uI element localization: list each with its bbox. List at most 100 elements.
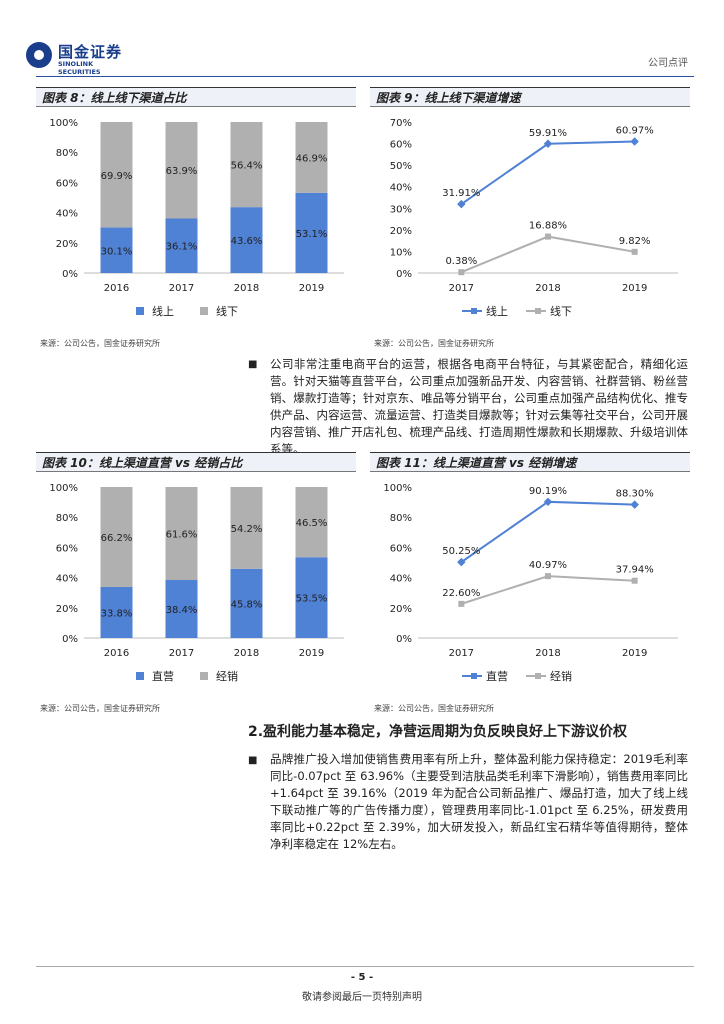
y-tick-label: 100% bbox=[383, 483, 412, 494]
data-label: 43.6% bbox=[231, 236, 263, 247]
x-tick-label: 2017 bbox=[449, 648, 474, 659]
data-label: 63.9% bbox=[166, 166, 198, 177]
data-label: 46.5% bbox=[296, 518, 328, 529]
data-label: 40.97% bbox=[529, 560, 567, 571]
y-tick-label: 60% bbox=[390, 140, 412, 151]
data-label: 66.2% bbox=[101, 533, 133, 544]
legend-label: 线下 bbox=[550, 304, 572, 318]
bar-线上-2016 bbox=[100, 227, 133, 273]
y-tick-label: 40% bbox=[56, 574, 78, 585]
legend-marker bbox=[471, 673, 477, 679]
data-label: 59.91% bbox=[529, 128, 567, 139]
series-line-线上 bbox=[460, 140, 635, 205]
data-label: 50.25% bbox=[442, 546, 480, 557]
paragraph-ecommerce: 公司非常注重电商平台的运营，根据各电商平台特征，与其紧密配合，精细化运营。针对天… bbox=[270, 357, 688, 456]
legend-swatch bbox=[136, 307, 144, 315]
bar-经销-2016 bbox=[100, 487, 133, 587]
data-label: 36.1% bbox=[166, 242, 198, 253]
data-label: 22.60% bbox=[442, 588, 480, 599]
bar-线下-2018 bbox=[230, 122, 263, 208]
figure-10-title: 图表 10：线上渠道直营 vs 经销占比 bbox=[36, 452, 356, 472]
data-point bbox=[630, 137, 639, 146]
figure-11-source: 来源：公司公告，国金证券研究所 bbox=[374, 704, 494, 713]
y-tick-label: 80% bbox=[56, 513, 78, 524]
y-tick-label: 0% bbox=[62, 269, 78, 280]
x-tick-label: 2016 bbox=[104, 648, 129, 659]
bar-经销-2018 bbox=[230, 487, 263, 569]
bullet-icon: ■ bbox=[248, 359, 258, 370]
bar-经销-2017 bbox=[165, 487, 198, 581]
bar-经销-2019 bbox=[295, 487, 328, 558]
x-tick-label: 2018 bbox=[535, 283, 560, 294]
y-tick-label: 80% bbox=[56, 148, 78, 159]
y-tick-label: 20% bbox=[390, 604, 412, 615]
section-title: 2.盈利能力基本稳定，净营运周期为负反映良好上下游议价权 bbox=[248, 724, 628, 740]
y-tick-label: 10% bbox=[390, 247, 412, 258]
data-label: 33.8% bbox=[101, 608, 133, 619]
bar-直营-2016 bbox=[100, 586, 133, 638]
data-label: 16.88% bbox=[529, 221, 567, 232]
paragraph-profitability: 品牌推广投入增加使销售费用率有所上升，整体盈利能力保持稳定：2019毛利率同比-… bbox=[270, 752, 688, 851]
y-tick-label: 30% bbox=[390, 204, 412, 215]
y-tick-label: 40% bbox=[56, 209, 78, 220]
data-label: 0.38% bbox=[445, 256, 477, 267]
data-label: 30.1% bbox=[101, 246, 133, 257]
figure-11-chart: 0% 20% 40% 60% 80% 100% 2017 2018 2019 50.25% 90.1… bbox=[383, 483, 678, 683]
figure-10-chart: 0% 20% 40% 60% 80% 100% 33.8% 66.2% 2016 38.4% 61.… bbox=[49, 483, 344, 683]
y-tick-label: 100% bbox=[49, 483, 78, 494]
bar-直营-2017 bbox=[165, 580, 198, 638]
x-tick-label: 2017 bbox=[449, 283, 474, 294]
y-tick-label: 60% bbox=[56, 178, 78, 189]
y-tick-label: 70% bbox=[390, 118, 412, 129]
data-label: 37.94% bbox=[616, 565, 654, 576]
figure-9-source: 来源：公司公告，国金证券研究所 bbox=[374, 339, 494, 348]
legend-swatch bbox=[136, 672, 144, 680]
x-tick-label: 2019 bbox=[299, 648, 324, 659]
y-tick-label: 50% bbox=[390, 161, 412, 172]
figure-8-title: 图表 8：线上线下渠道占比 bbox=[36, 87, 356, 107]
figure-11-title: 图表 11：线上渠道直营 vs 经销增速 bbox=[370, 452, 690, 472]
data-label: 90.19% bbox=[529, 486, 567, 497]
data-label: 53.1% bbox=[296, 229, 328, 240]
footer-divider bbox=[36, 966, 694, 967]
legend-marker bbox=[535, 308, 541, 314]
bar-线上-2017 bbox=[165, 218, 198, 273]
data-label: 88.30% bbox=[616, 489, 654, 500]
y-tick-label: 20% bbox=[56, 604, 78, 615]
logo-mark-icon bbox=[26, 42, 52, 68]
data-point bbox=[458, 269, 465, 276]
legend-swatch bbox=[200, 672, 208, 680]
x-tick-label: 2018 bbox=[535, 648, 560, 659]
data-point bbox=[631, 577, 638, 584]
legend-label: 直营 bbox=[486, 669, 508, 683]
data-point bbox=[545, 233, 551, 240]
footer-disclaimer: 敬请参阅最后一页特别声明 bbox=[302, 992, 422, 1003]
series-line-直营 bbox=[460, 500, 635, 563]
bar-线上-2019 bbox=[295, 192, 328, 273]
x-tick-label: 2019 bbox=[299, 283, 324, 294]
data-point bbox=[631, 248, 638, 255]
data-point bbox=[458, 600, 465, 607]
data-label: 69.9% bbox=[101, 171, 133, 182]
figure-10-source: 来源：公司公告，国金证券研究所 bbox=[40, 704, 160, 713]
legend-swatch bbox=[200, 307, 208, 315]
figure-9-title: 图表 9：线上线下渠道增速 bbox=[370, 87, 690, 107]
logo-text-cn: 国金证券 bbox=[58, 43, 123, 61]
y-tick-label: 20% bbox=[390, 226, 412, 237]
y-tick-label: 40% bbox=[390, 574, 412, 585]
x-tick-label: 2016 bbox=[104, 283, 129, 294]
y-tick-label: 60% bbox=[390, 543, 412, 554]
x-tick-label: 2018 bbox=[234, 648, 259, 659]
legend-marker bbox=[535, 673, 541, 679]
series-line-线下 bbox=[460, 235, 635, 274]
y-tick-label: 100% bbox=[49, 118, 78, 129]
data-point bbox=[630, 500, 639, 509]
bar-线下-2019 bbox=[295, 122, 328, 193]
legend-label: 经销 bbox=[216, 669, 238, 683]
bar-线上-2018 bbox=[230, 207, 263, 273]
legend-marker bbox=[471, 308, 477, 314]
bullet-icon: ■ bbox=[248, 755, 258, 766]
header-divider bbox=[36, 76, 694, 77]
y-tick-label: 0% bbox=[396, 269, 412, 280]
figure-8-source: 来源：公司公告，国金证券研究所 bbox=[40, 339, 160, 348]
